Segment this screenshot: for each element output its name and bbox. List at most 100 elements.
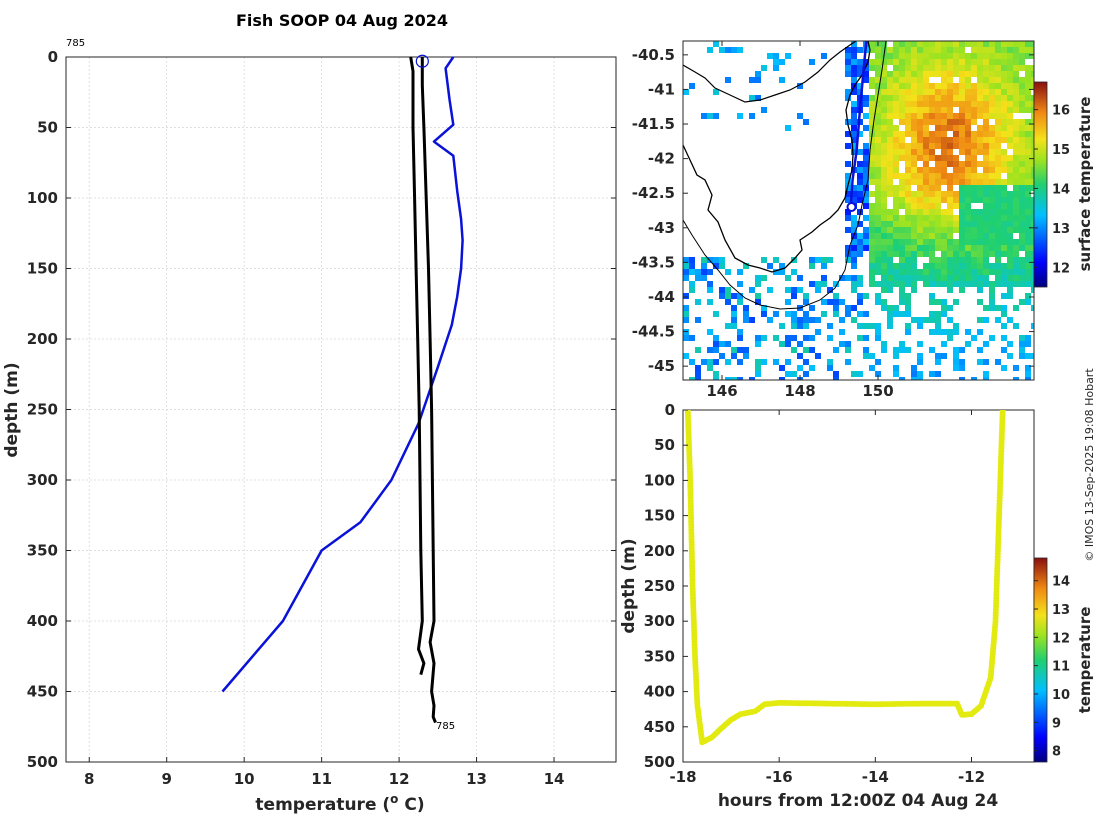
sst-pixel	[899, 221, 905, 227]
map-ytick-label: -44	[648, 288, 675, 306]
sst-pixel	[893, 125, 899, 131]
sst-pixel	[1007, 221, 1013, 227]
sst-pixel	[941, 263, 947, 269]
sst-pixel	[935, 95, 941, 101]
sst-pixel	[713, 341, 719, 347]
sst-pixel	[935, 41, 941, 47]
sst-pixel	[1001, 113, 1007, 119]
sst-pixel	[905, 95, 911, 101]
sst-pixel	[797, 353, 803, 359]
sst-pixel	[821, 281, 827, 287]
sst-pixel	[737, 47, 743, 53]
sst-pixel	[917, 269, 923, 275]
sst-pixel	[911, 59, 917, 65]
sst-pixel	[689, 335, 695, 341]
sst-pixel	[875, 131, 881, 137]
sst-pixel	[713, 263, 719, 269]
depth-time-ytick-label: 500	[644, 753, 675, 771]
sst-pixel	[947, 239, 953, 245]
sst-pixel	[905, 143, 911, 149]
sst-pixel	[941, 251, 947, 257]
sst-pixel	[995, 245, 1001, 251]
sst-pixel	[719, 257, 725, 263]
sst-pixel	[929, 215, 935, 221]
sst-pixel	[983, 155, 989, 161]
profile-ytick-label: 450	[27, 683, 58, 701]
sst-pixel	[881, 347, 887, 353]
sst-pixel	[851, 275, 857, 281]
sst-pixel	[905, 149, 911, 155]
sst-pixel	[1001, 107, 1007, 113]
sst-pixel	[767, 53, 773, 59]
sst-pixel	[1031, 65, 1034, 71]
sst-pixel	[911, 233, 917, 239]
sst-pixel	[911, 149, 917, 155]
sst-pixel	[995, 53, 1001, 59]
sst-pixel	[971, 227, 977, 233]
sst-pixel	[953, 131, 959, 137]
sst-pixel	[755, 335, 761, 341]
sst-pixel	[983, 113, 989, 119]
sst-pixel	[1031, 281, 1034, 287]
sst-pixel	[707, 47, 713, 53]
sst-pixel	[929, 281, 935, 287]
sst-pixel	[791, 347, 797, 353]
sst-pixel	[989, 137, 995, 143]
sst-pixel	[941, 173, 947, 179]
sst-pixel	[749, 317, 755, 323]
sst-pixel	[929, 263, 935, 269]
sst-pixel	[1031, 119, 1034, 125]
sst-pixel	[863, 125, 869, 131]
sst-pixel	[923, 137, 929, 143]
sst-pixel	[953, 161, 959, 167]
sst-pixel	[911, 179, 917, 185]
sst-pixel	[1013, 149, 1019, 155]
sst-pixel	[1007, 293, 1013, 299]
sst-pixel	[1019, 275, 1025, 281]
sst-pixel	[785, 335, 791, 341]
sst-pixel	[881, 137, 887, 143]
sst-pixel	[905, 89, 911, 95]
sst-pixel	[851, 287, 857, 293]
sst-pixel	[971, 275, 977, 281]
sst-pixel	[995, 71, 1001, 77]
sst-pixel	[965, 113, 971, 119]
sst-pixel	[929, 275, 935, 281]
sst-pixel	[953, 203, 959, 209]
sst-pixel	[947, 209, 953, 215]
sst-pixel	[893, 161, 899, 167]
sst-pixel	[989, 113, 995, 119]
sst-pixel	[1019, 353, 1025, 359]
sst-pixel	[977, 215, 983, 221]
sst-pixel	[917, 209, 923, 215]
sst-pixel	[1001, 179, 1007, 185]
sst-pixel	[971, 59, 977, 65]
sst-pixel	[875, 71, 881, 77]
sst-pixel	[761, 359, 767, 365]
sst-pixel	[1025, 77, 1031, 83]
sst-pixel	[899, 263, 905, 269]
sst-pixel	[899, 155, 905, 161]
sst-pixel	[857, 131, 863, 137]
sst-pixel	[1001, 305, 1007, 311]
sst-pixel	[713, 41, 719, 47]
sst-pixel	[881, 119, 887, 125]
sst-pixel	[899, 269, 905, 275]
sst-pixel	[881, 155, 887, 161]
sst-pixel	[923, 143, 929, 149]
sst-pixel	[827, 335, 833, 341]
sst-pixel	[1013, 179, 1019, 185]
sst-pixel	[869, 119, 875, 125]
sst-pixel	[905, 269, 911, 275]
sst-pixel	[977, 89, 983, 95]
sst-pixel	[863, 323, 869, 329]
sst-pixel	[1025, 161, 1031, 167]
sst-pixel	[893, 227, 899, 233]
sst-pixel	[827, 299, 833, 305]
sst-pixel	[707, 281, 713, 287]
sst-pixel	[1031, 83, 1034, 89]
sst-pixel	[953, 167, 959, 173]
sst-pixel	[887, 113, 893, 119]
sst-pixel	[959, 281, 965, 287]
sst-pixel	[929, 101, 935, 107]
